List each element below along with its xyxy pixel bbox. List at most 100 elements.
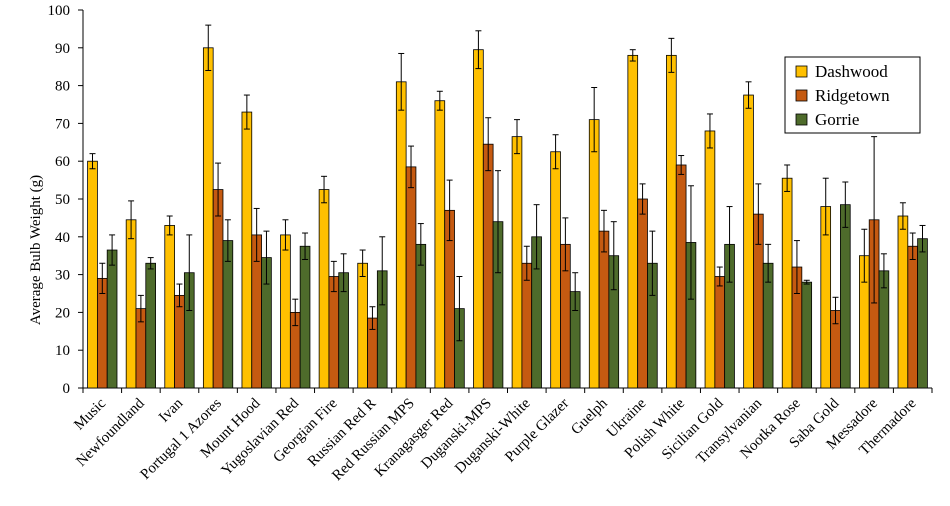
error-bar-gorrie xyxy=(610,221,617,291)
error-bar-dashwood xyxy=(398,52,405,111)
bar-gorrie xyxy=(222,240,234,389)
bar-gorrie xyxy=(878,270,890,389)
y-axis-title: Average Bulb Weight (g) xyxy=(28,175,44,325)
error-bar-dashwood xyxy=(282,219,289,251)
bar-ridgetown xyxy=(405,166,417,389)
error-bar-ridgetown xyxy=(793,240,800,294)
bar-ridgetown xyxy=(521,262,533,389)
bar-ridgetown xyxy=(714,276,726,389)
error-bar-dashwood xyxy=(166,215,173,236)
error-bar-dashwood xyxy=(436,90,443,111)
error-bar-gorrie xyxy=(224,219,231,262)
error-bar-ridgetown xyxy=(176,283,183,308)
y-tick-label: 50 xyxy=(55,192,70,208)
error-bar-dashwood xyxy=(513,119,520,155)
error-bar-gorrie xyxy=(880,253,887,289)
bar-dashwood xyxy=(87,160,98,389)
y-tick-label: 70 xyxy=(55,116,70,132)
error-bar-ridgetown xyxy=(600,209,607,253)
error-bar-dashwood xyxy=(822,177,829,236)
legend-label-ridgetown: Ridgetown xyxy=(815,86,890,105)
error-bar-ridgetown xyxy=(523,245,530,281)
error-bar-gorrie xyxy=(572,272,579,312)
bar-gorrie xyxy=(840,204,851,389)
bar-ridgetown xyxy=(907,245,919,389)
error-bar-gorrie xyxy=(263,230,270,285)
error-bar-gorrie xyxy=(340,253,347,293)
error-bar-dashwood xyxy=(89,153,96,170)
bar-ridgetown xyxy=(598,230,610,389)
bar-dashwood xyxy=(743,94,754,389)
bar-gorrie xyxy=(299,245,311,389)
y-tick-label: 80 xyxy=(55,79,70,95)
error-bar-dashwood xyxy=(706,113,713,149)
y-tick-labels: 0 10 20 30 40 50 60 70 80 90 100 xyxy=(48,3,71,397)
error-bar-gorrie xyxy=(186,234,193,312)
error-bar-dashwood xyxy=(668,37,675,73)
error-bar-ridgetown xyxy=(369,306,376,330)
legend-swatch-ridgetown xyxy=(795,89,808,102)
error-bar-dashwood xyxy=(861,228,868,283)
error-bar-ridgetown xyxy=(408,145,415,189)
bar-dashwood xyxy=(202,47,214,389)
y-tick-label: 100 xyxy=(48,3,71,19)
bar-gorrie xyxy=(415,243,427,389)
error-bar-dashwood xyxy=(552,134,559,170)
error-bar-dashwood xyxy=(359,249,366,277)
bar-dashwood xyxy=(357,262,368,389)
error-bar-ridgetown xyxy=(678,155,685,175)
error-bar-dashwood xyxy=(475,30,482,70)
error-bar-ridgetown xyxy=(485,117,492,172)
bar-dashwood xyxy=(511,136,523,389)
error-bar-dashwood xyxy=(128,200,135,240)
bar-gorrie xyxy=(145,262,156,389)
error-bar-gorrie xyxy=(919,224,926,253)
error-bar-ridgetown xyxy=(832,296,839,325)
error-bar-gorrie xyxy=(417,223,424,266)
error-bar-gorrie xyxy=(765,243,772,283)
error-bar-gorrie xyxy=(495,170,502,274)
error-bar-gorrie xyxy=(842,181,849,228)
error-bar-dashwood xyxy=(629,49,636,62)
bar-dashwood xyxy=(164,225,175,389)
legend-label-gorrie: Gorrie xyxy=(815,110,859,129)
error-bar-ridgetown xyxy=(639,183,646,215)
error-bar-dashwood xyxy=(745,81,752,109)
error-bar-ridgetown xyxy=(716,266,723,287)
error-bar-ridgetown xyxy=(909,232,916,260)
error-bar-ridgetown xyxy=(755,183,762,245)
bar-ridgetown xyxy=(174,294,185,389)
bar-dashwood xyxy=(318,189,330,389)
error-bar-ridgetown xyxy=(137,294,144,323)
bar-dashwood xyxy=(395,81,407,389)
bar-dashwood xyxy=(781,177,793,389)
bar-dashwood xyxy=(666,54,677,389)
error-bar-dashwood xyxy=(321,175,328,204)
error-bar-ridgetown xyxy=(871,136,878,304)
y-tick-label: 30 xyxy=(55,268,70,284)
bar-ridgetown xyxy=(212,189,224,389)
error-bar-ridgetown xyxy=(562,217,569,272)
error-bar-dashwood xyxy=(205,24,212,71)
bar-dashwood xyxy=(704,130,716,389)
bar-gorrie xyxy=(106,249,118,389)
bar-ridgetown xyxy=(637,198,648,389)
error-bar-dashwood xyxy=(899,202,906,230)
error-bar-dashwood xyxy=(243,94,250,130)
bars xyxy=(87,47,928,389)
error-bar-gorrie xyxy=(687,185,694,300)
bar-dashwood xyxy=(280,234,291,389)
bar-dashwood xyxy=(627,54,639,389)
bar-gorrie xyxy=(917,238,928,389)
legend-swatch-gorrie xyxy=(795,113,808,126)
y-tick-label: 90 xyxy=(55,41,70,57)
error-bar-ridgetown xyxy=(215,162,222,217)
error-bar-gorrie xyxy=(302,232,309,260)
bar-dashwood xyxy=(897,215,909,389)
y-tick-label: 60 xyxy=(55,154,70,170)
error-bar-ridgetown xyxy=(330,260,337,293)
bar-dashwood xyxy=(125,219,137,389)
legend-box xyxy=(784,56,921,134)
